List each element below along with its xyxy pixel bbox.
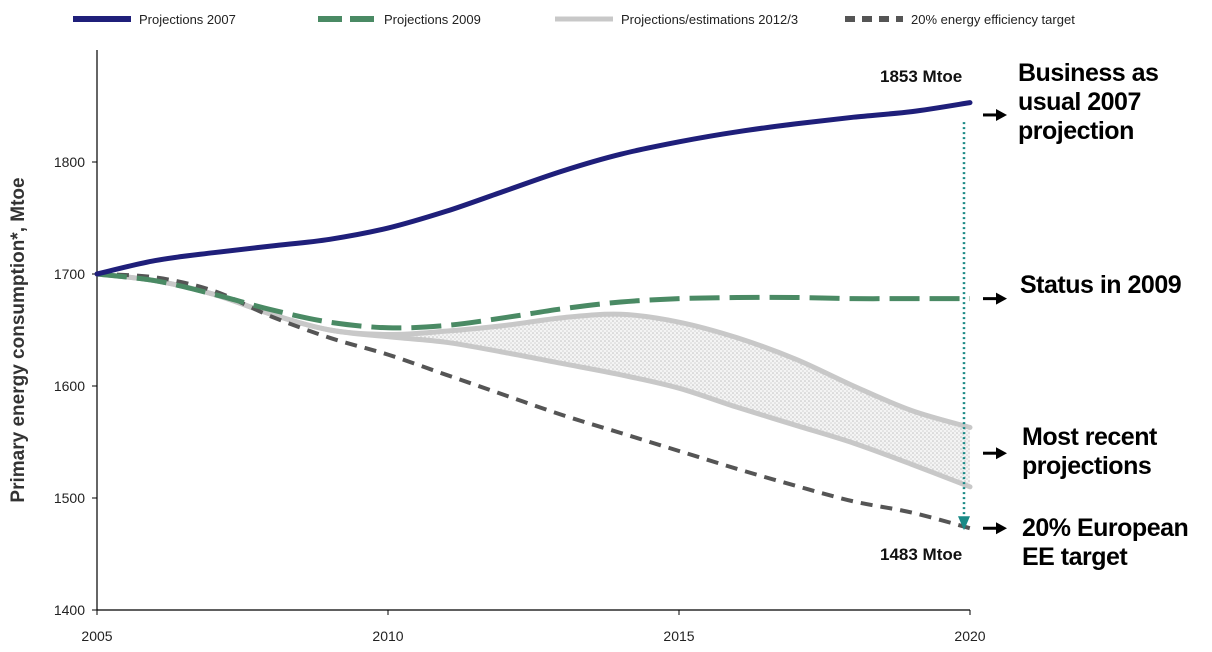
- callout-arrow-head: [996, 522, 1007, 535]
- callout-label: projection: [1018, 117, 1134, 145]
- y-tick-label: 1600: [54, 378, 85, 394]
- y-tick-label: 1700: [54, 266, 85, 282]
- callout-label: usual 2007: [1018, 88, 1141, 116]
- y-axis-label: Primary energy consumption*, Mtoe: [8, 177, 29, 502]
- reduction-arrow-head: [958, 516, 970, 531]
- value-label-bottom: 1483 Mtoe: [880, 545, 962, 564]
- callout-label: Status in 2009: [1020, 271, 1181, 299]
- projections-2009-line: [96, 271, 970, 331]
- callout-label: Business as: [1018, 59, 1158, 87]
- legend-entry: Projections/estimations 2012/3: [621, 12, 798, 27]
- axes: 1400 1500 1600 1700 1800 2005 2010 2015 2020 Prim…: [8, 50, 986, 644]
- projections-2007-line: [94, 100, 973, 277]
- callout-label: projections: [1022, 452, 1151, 480]
- legend-entry: Projections 2009: [384, 12, 481, 27]
- y-tick-label: 1400: [54, 602, 85, 618]
- legend-entry: Projections 2007: [139, 12, 236, 27]
- callout-arrow-head: [996, 292, 1007, 305]
- x-tick-label: 2010: [372, 628, 403, 644]
- legend: Projections 2007 Projections 2009 Projecti…: [73, 12, 1075, 27]
- projections-2012-3-band-fill: [97, 274, 970, 487]
- x-tick-label: 2020: [954, 628, 985, 644]
- x-tick-label: 2015: [663, 628, 694, 644]
- series-layer: [94, 100, 973, 531]
- callout-label: EE target: [1022, 543, 1128, 571]
- y-tick-label: 1800: [54, 154, 85, 170]
- callout-label: Most recent: [1022, 423, 1158, 451]
- callout-arrow-head: [996, 447, 1007, 460]
- legend-entry: 20% energy efficiency target: [911, 12, 1075, 27]
- value-label-top: 1853 Mtoe: [880, 67, 962, 86]
- callout-arrow-head: [996, 108, 1007, 121]
- x-tick-label: 2005: [81, 628, 112, 644]
- callout-label: 20% European: [1022, 514, 1188, 542]
- y-tick-label: 1500: [54, 490, 85, 506]
